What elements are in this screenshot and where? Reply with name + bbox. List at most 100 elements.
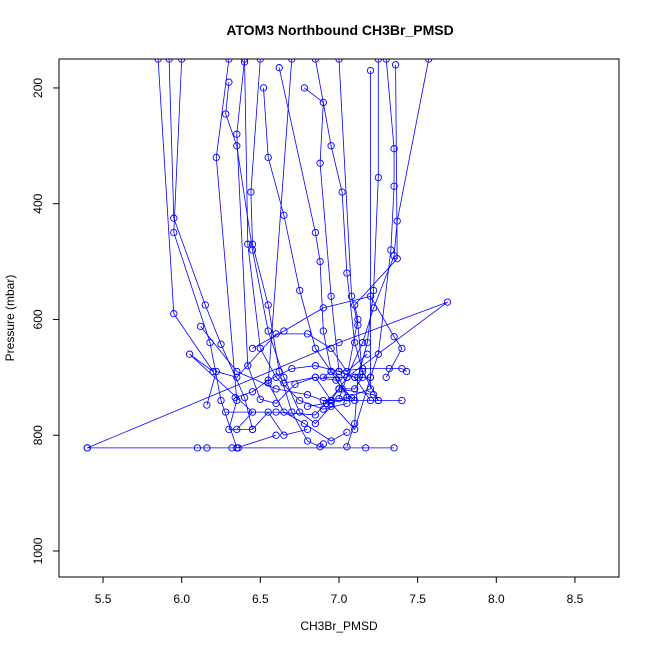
data-point [154,59,162,63]
data-point [280,431,288,439]
series-13 [311,59,382,405]
data-point [300,419,309,428]
data-point [247,188,255,196]
data-point [327,367,335,376]
data-point [363,350,371,358]
data-point [316,159,324,167]
data-point [225,78,233,86]
data-point [256,59,264,63]
data-point [319,327,327,335]
series-23 [203,330,371,409]
data-point [300,84,309,92]
data-point [425,59,433,63]
data-point [196,322,205,331]
series-19 [319,66,406,405]
x-axis: 5.5 6.0 6.5 7.0 7.5 8.0 8.5 [95,577,584,606]
data-point [358,338,367,347]
chart-title: ATOM3 Northbound CH3Br_PMSD [226,22,453,38]
data-point [233,373,241,381]
plot-frame [58,58,620,578]
data-point [391,61,400,69]
data-point [374,350,382,358]
series-26 [222,385,382,419]
data-point [311,59,320,63]
data-point [351,301,359,309]
data-point [358,364,367,373]
data-point [369,391,378,399]
x-tick-label: 7.0 [331,592,348,606]
data-point [222,110,230,118]
data-point [259,84,268,92]
series-line [323,70,402,401]
series-15 [343,59,382,451]
data-point [366,373,375,381]
data-point [303,402,312,410]
data-point [288,59,296,63]
data-point [264,301,272,309]
data-point [351,373,359,381]
data-point [212,153,220,162]
data-point [288,408,296,416]
data-point [402,367,411,376]
data-point [311,411,320,419]
data-point [303,391,312,399]
data-point [382,59,390,63]
y-tick-label: 1000 [31,537,45,564]
data-point [272,385,280,393]
data-point [338,188,346,196]
series-layer [83,59,452,452]
data-point [390,333,398,341]
x-tick-label: 5.5 [95,592,112,606]
series-7 [222,78,335,428]
data-point [303,330,312,338]
data-point [217,340,225,348]
data-point [212,367,220,376]
y-tick-label: 600 [31,309,45,329]
series-11 [264,59,351,445]
series-line [338,59,395,378]
data-point [374,59,382,63]
data-point [319,98,327,107]
data-point [343,373,351,381]
data-point [374,173,382,182]
data-point [311,228,320,237]
series-line [200,326,371,431]
series-line [338,59,364,390]
series-line [225,82,332,425]
data-point [233,367,241,376]
data-point [390,182,398,190]
data-point [311,373,320,381]
series-9 [240,59,351,413]
data-point [354,315,362,324]
series-line [225,388,379,416]
x-tick-label: 8.5 [567,592,584,606]
data-point [244,240,252,248]
data-point [351,425,359,434]
y-axis: 200 400 600 800 1000 [31,78,59,564]
x-tick-label: 8.0 [488,592,505,606]
data-point [234,444,242,452]
data-point [319,373,327,381]
series-21 [83,298,452,452]
data-point [343,367,351,376]
data-point [303,437,312,445]
data-point [398,396,406,405]
data-point [248,246,257,254]
data-point [185,350,194,358]
series-line [235,365,407,398]
data-point [178,59,186,63]
series-1 [154,59,257,434]
series-line [87,301,448,449]
series-25 [196,322,375,434]
x-tick-label: 6.5 [252,592,269,606]
data-point [272,431,280,439]
series-4 [212,59,312,439]
data-point [275,64,283,72]
data-point [398,344,406,353]
data-point [222,408,230,416]
x-tick-label: 6.0 [173,592,190,606]
data-point [233,130,241,138]
series-line [252,295,403,378]
data-point [240,59,249,66]
